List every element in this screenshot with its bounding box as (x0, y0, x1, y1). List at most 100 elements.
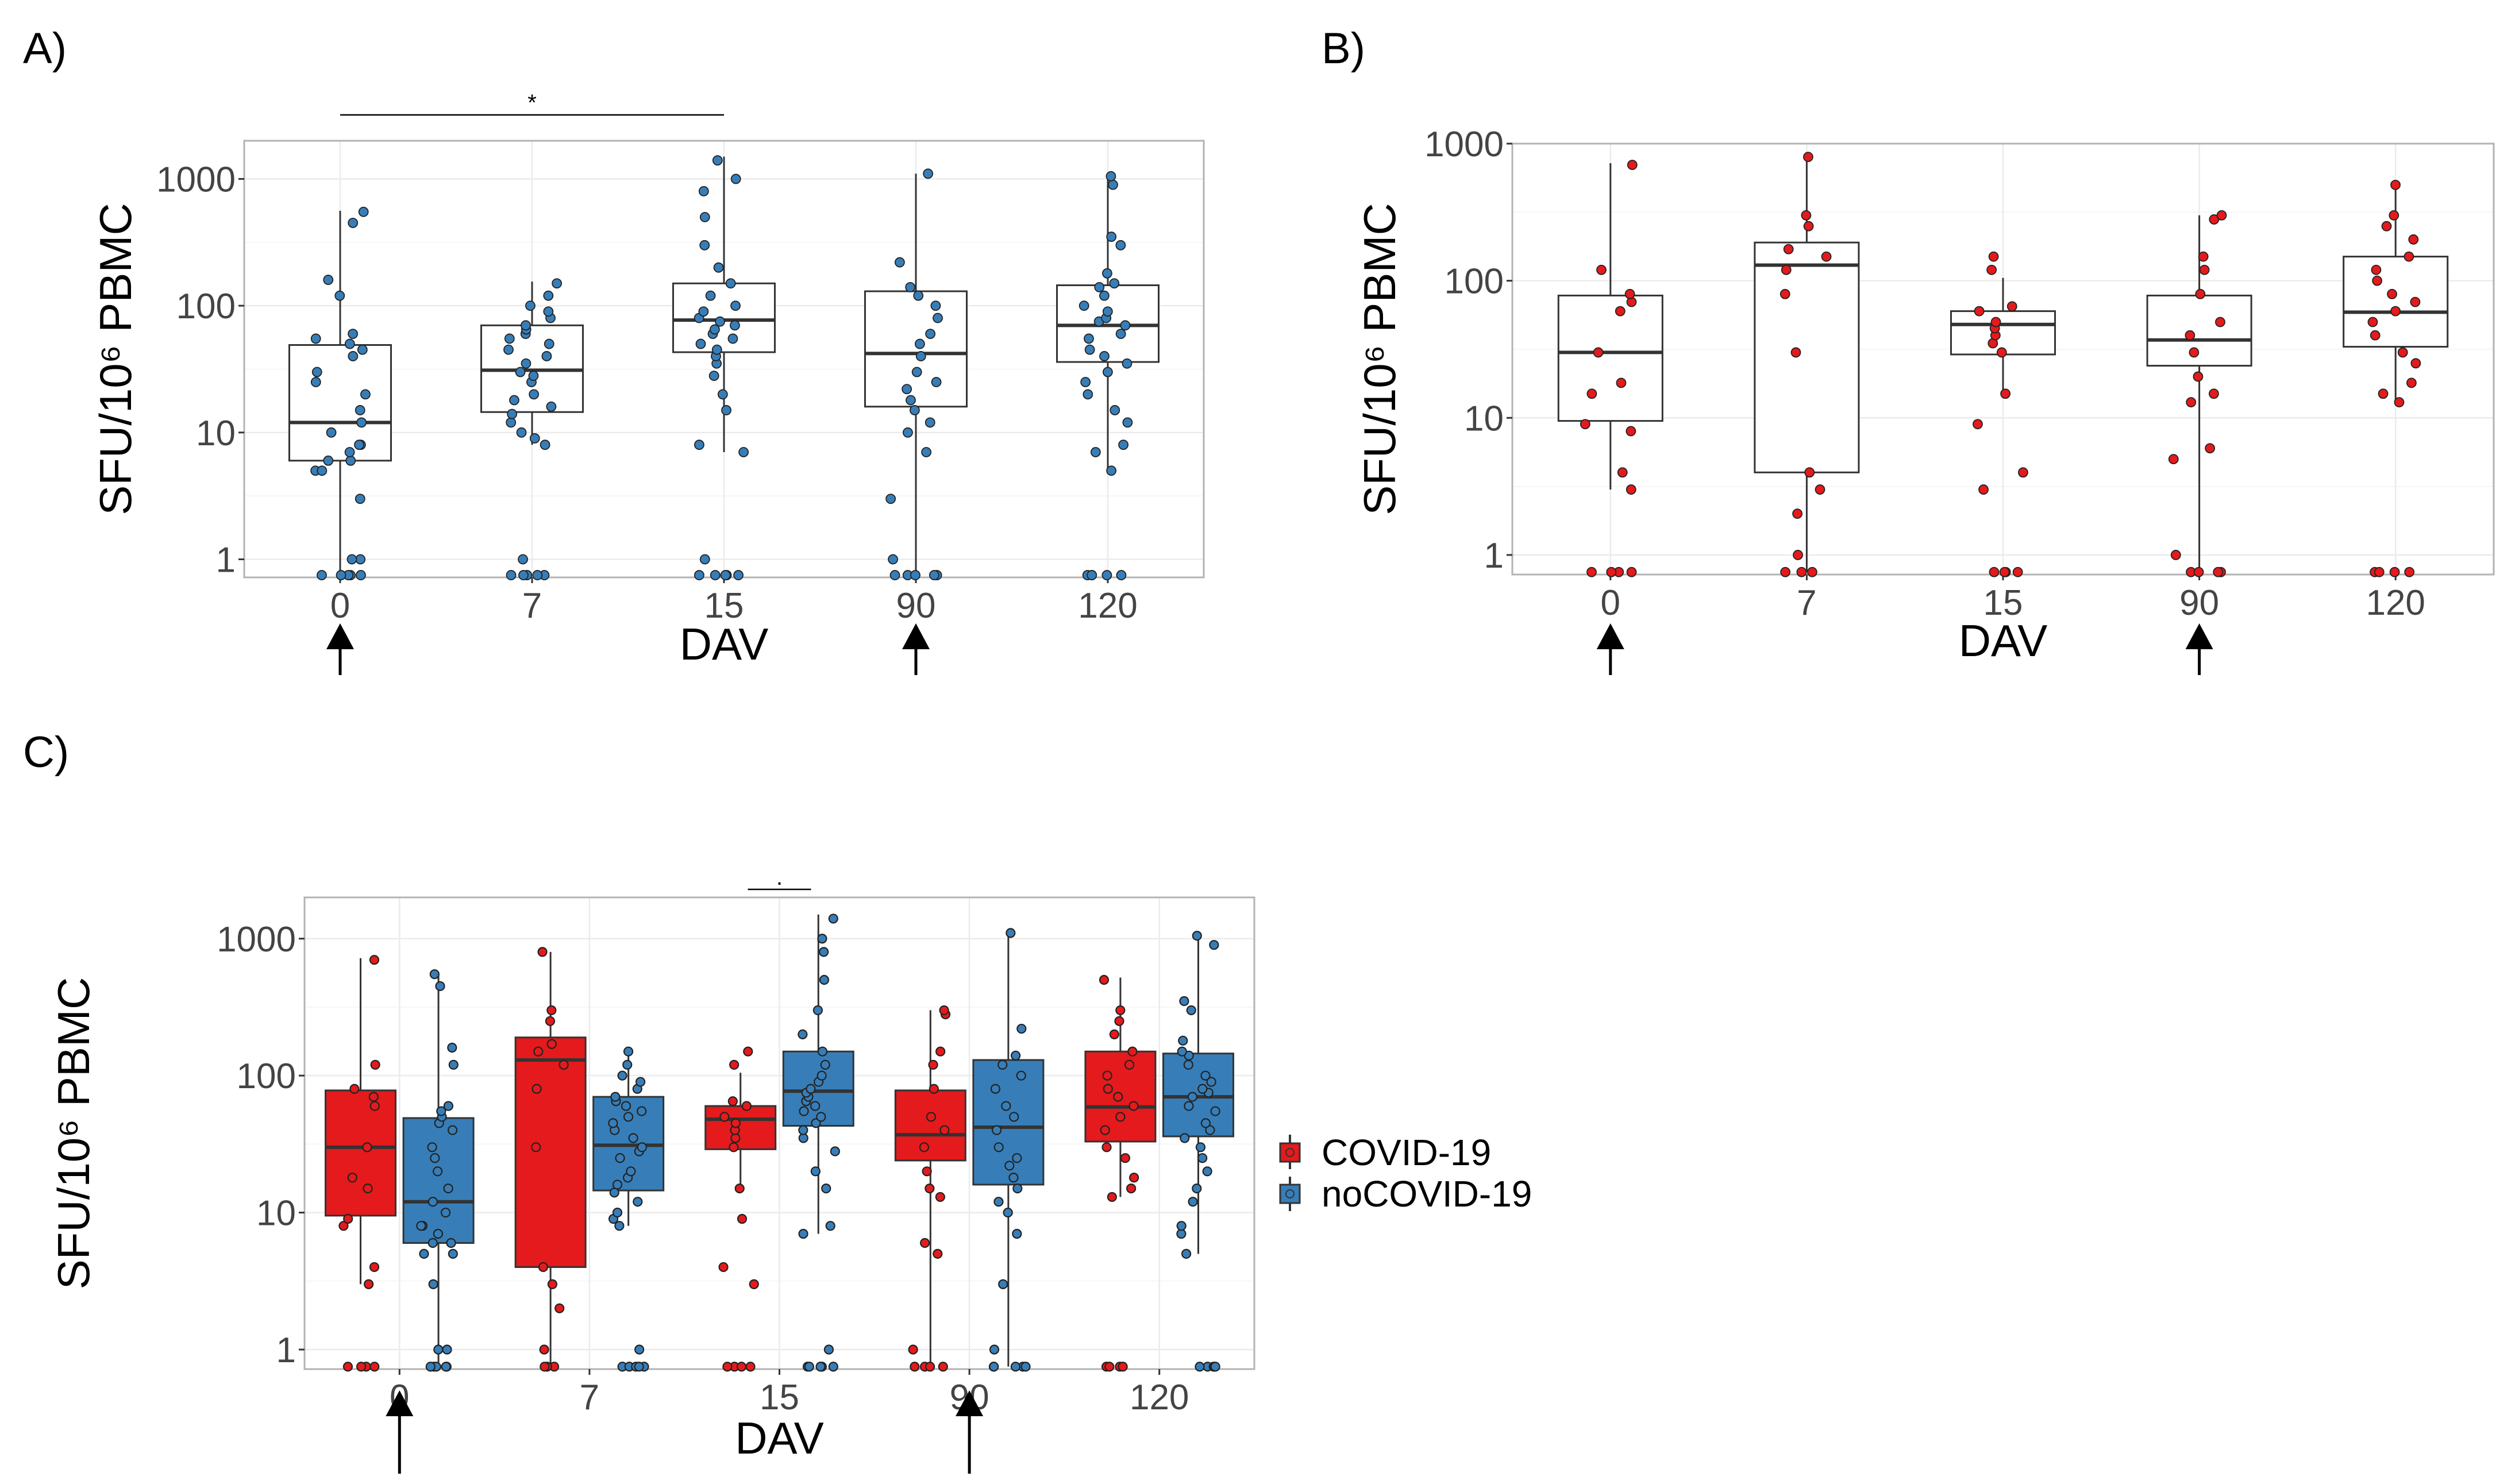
vaccination-arrow-head (326, 623, 354, 649)
data-point (1616, 377, 1627, 388)
data-point (830, 1146, 840, 1157)
y-tick-label: 1 (276, 1331, 296, 1370)
data-point (554, 1303, 565, 1313)
data-point (347, 1173, 357, 1183)
data-point (913, 290, 924, 301)
data-point (1205, 1125, 1215, 1135)
data-point (2370, 330, 2381, 341)
data-point (817, 1046, 828, 1057)
data-point (441, 1362, 451, 1372)
data-point (2390, 306, 2401, 317)
data-point (929, 1084, 939, 1094)
data-point (1187, 1092, 1197, 1102)
data-point (1973, 419, 1983, 430)
data-point (1016, 1023, 1027, 1034)
data-point (2404, 251, 2414, 262)
data-point (1122, 417, 1133, 428)
data-point (1101, 1142, 1112, 1152)
data-point (1126, 1183, 1137, 1194)
data-point (1109, 278, 1120, 289)
data-point (447, 1042, 457, 1053)
data-point (1176, 1221, 1187, 1231)
panel-label-b: B) (1322, 24, 1365, 73)
data-point (925, 1183, 935, 1194)
data-point (1106, 465, 1117, 476)
data-point (516, 427, 527, 438)
data-point (355, 494, 365, 504)
data-point (2170, 550, 2181, 560)
data-point (1192, 931, 1202, 941)
data-point (2209, 388, 2219, 399)
data-point (349, 1084, 360, 1094)
data-point (1004, 1161, 1015, 1171)
box (894, 1089, 966, 1162)
data-point (345, 455, 356, 466)
data-point (1202, 1166, 1212, 1177)
x-tick-label: 15 (760, 1378, 799, 1417)
data-point (1626, 566, 1637, 577)
data-point (2215, 317, 2225, 327)
data-point (368, 1092, 379, 1102)
data-point (1804, 467, 1815, 478)
data-point (369, 1262, 380, 1273)
data-point (1195, 1142, 1206, 1152)
data-point (634, 1362, 644, 1372)
data-point (1084, 344, 1095, 355)
data-point (2018, 467, 2028, 478)
data-point (2216, 210, 2227, 221)
data-point (447, 1125, 458, 1135)
data-point (1080, 377, 1091, 387)
data-point (2406, 377, 2417, 388)
data-point (2389, 566, 2400, 577)
data-point (1094, 282, 1105, 292)
data-point (1210, 1362, 1220, 1372)
data-point (1626, 484, 1636, 495)
data-point (699, 554, 710, 565)
vaccination-arrow-head (956, 1390, 984, 1416)
data-point (821, 1183, 831, 1194)
data-point (357, 344, 368, 355)
data-point (342, 1362, 353, 1372)
data-point (1116, 570, 1127, 580)
data-point (1978, 484, 1989, 495)
data-point (310, 377, 321, 387)
data-point (2387, 288, 2397, 299)
data-point (2389, 210, 2399, 221)
x-tick-label: 7 (1797, 583, 1816, 623)
data-point (1200, 1118, 1211, 1128)
data-point (547, 1279, 558, 1289)
data-point (614, 1221, 625, 1231)
data-point (903, 427, 913, 438)
data-point (1586, 388, 1597, 399)
y-tick-label: 1000 (217, 920, 296, 959)
data-point (694, 440, 704, 450)
data-point (811, 1118, 821, 1128)
data-point (1188, 1197, 1198, 1207)
data-point (733, 570, 744, 580)
data-point (541, 351, 552, 361)
data-point (902, 384, 912, 395)
data-point (933, 1248, 943, 1259)
data-point (921, 447, 932, 457)
data-point (1180, 1133, 1190, 1143)
data-point (922, 1166, 932, 1177)
data-point (1084, 333, 1094, 344)
data-point (718, 1262, 729, 1273)
data-point (919, 1142, 929, 1152)
y-tick-label: 1 (216, 541, 236, 580)
data-point (929, 570, 939, 580)
data-point (828, 913, 838, 924)
data-point (923, 168, 934, 179)
data-point (1083, 389, 1093, 400)
data-point (515, 367, 526, 377)
data-point (2410, 358, 2421, 369)
data-point (1615, 306, 1626, 317)
data-point (1815, 484, 1825, 495)
data-point (1100, 1125, 1110, 1135)
data-point (338, 1221, 349, 1231)
data-point (559, 1059, 569, 1070)
data-point (355, 405, 365, 415)
data-point (1115, 1005, 1126, 1016)
data-point (362, 1142, 372, 1152)
data-point (433, 1166, 443, 1177)
